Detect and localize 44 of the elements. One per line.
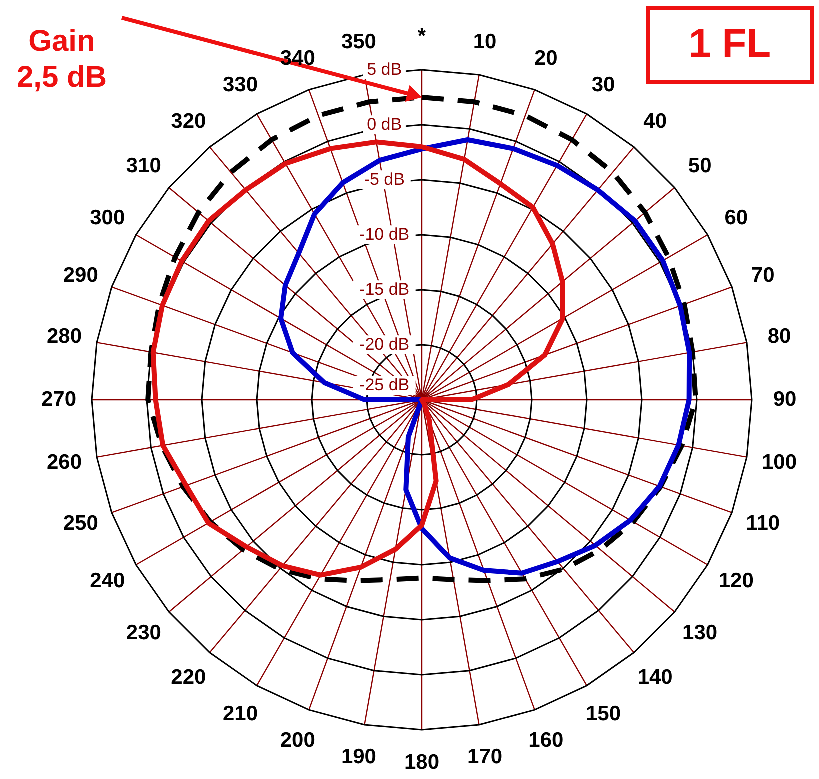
spoke-label: 350 [341,30,376,54]
y-tick-label: 0 dB [367,115,402,134]
spoke-label: 70 [751,264,775,287]
spoke-label: 320 [171,110,206,133]
spoke-label: 240 [90,570,126,592]
spoke-label: 290 [63,264,98,287]
spoke-label: 210 [222,702,258,726]
spoke-label: 160 [528,729,564,752]
spoke-label: 150 [586,702,622,726]
spoke-label: 90 [773,388,797,411]
spoke-label: 250 [63,512,98,536]
y-tick-label: 5 dB [367,60,402,79]
spoke-label: 310 [126,154,162,178]
spoke-label: 80 [768,324,792,348]
y-tick-label: -10 dB [360,225,410,244]
spoke-label: 100 [762,451,798,474]
text: 1 FL [688,22,772,66]
spoke-label: 140 [638,666,673,690]
y-tick-label: -20 dB [360,335,410,354]
y-tick-label: -15 dB [360,280,410,299]
spoke-label: 130 [682,621,718,644]
spoke-label: * [418,25,427,48]
spoke-label: 300 [90,206,126,230]
spoke-label: 110 [746,512,780,536]
spoke-label: 170 [468,745,503,768]
text: Gain 2,5 dB [16,25,108,94]
y-tick-label: -5 dB [364,170,405,189]
spoke-label: 220 [171,666,206,690]
spoke-label: 190 [341,745,376,768]
spoke-label: 280 [46,324,82,348]
spoke-label: 120 [718,570,754,592]
spoke-label: 180 [404,751,440,774]
spoke-label: 270 [41,388,77,411]
spoke-label: 10 [473,30,497,54]
spoke-label: 30 [592,74,616,97]
spoke-label: 50 [688,154,712,178]
spoke-label: 330 [222,74,258,97]
spoke-label: 200 [280,729,316,752]
spoke-label: 260 [46,451,82,474]
spoke-label: 60 [724,206,748,230]
spoke-label: 20 [534,46,558,70]
spoke-label: 230 [126,621,162,644]
y-tick-label: -25 dB [360,376,410,395]
spoke-label: 40 [644,110,668,133]
